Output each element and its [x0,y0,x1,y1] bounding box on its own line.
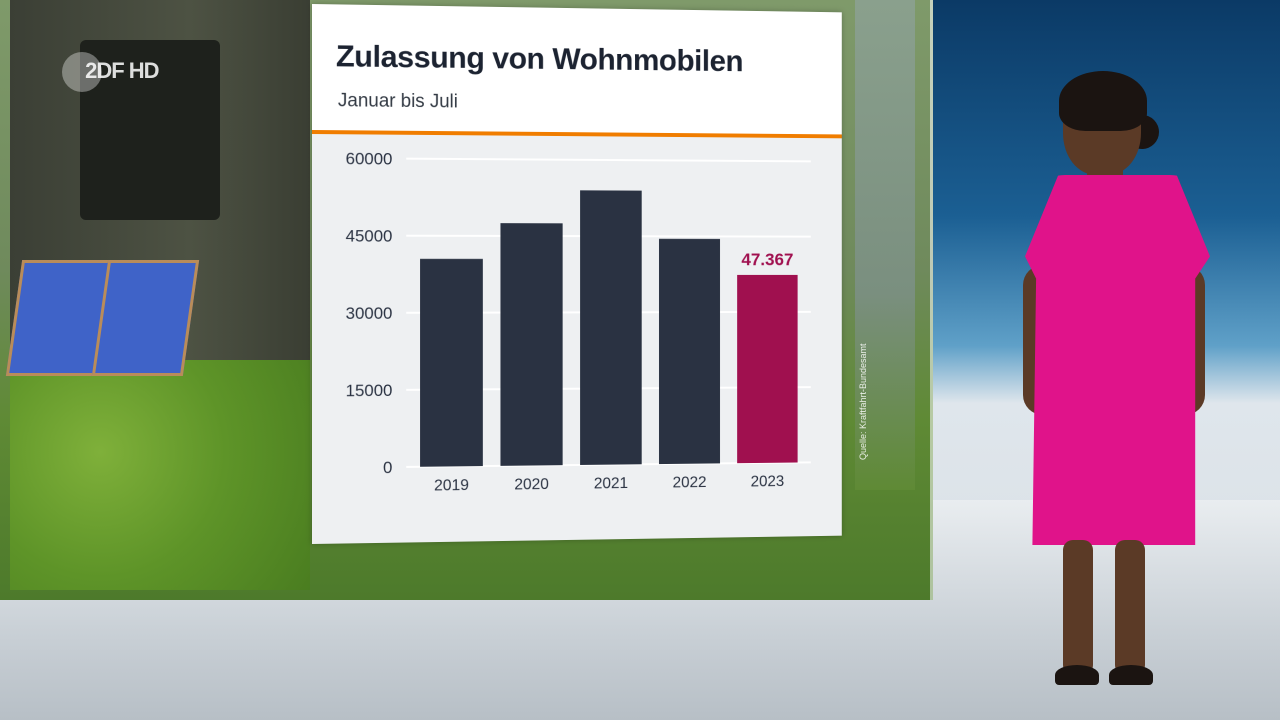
x-tick-label: 2019 [434,477,469,494]
camper-door [80,40,220,220]
channel-logo-text: 2DF HD [85,57,159,83]
bar-2022 [658,238,721,465]
bar-2021 [580,190,642,465]
x-tick-label: 2023 [751,473,785,490]
bar-chart: 60000 45000 30000 15000 0 2019 2020 2021 2022 202… [346,149,842,494]
grass-photo [10,360,310,590]
y-tick-label: 15000 [346,381,393,400]
presenter [1015,71,1215,695]
chart-subtitle: Januar bis Juli [337,90,458,113]
channel-logo: 2DF HD [62,52,160,92]
presenter-leg-right [1115,540,1145,675]
x-tick-label: 2020 [514,476,549,493]
presenter-hair [1059,71,1147,131]
gridline [406,159,811,162]
presenter-leg-left [1063,540,1093,675]
presenter-dress [1025,175,1210,545]
chart-title: Zulassung von Wohnmobilen [335,38,744,79]
y-tick-label: 0 [383,458,392,477]
y-tick-label: 60000 [346,149,393,168]
source-credit: Quelle: Kraftfahrt-Bundesamt [858,343,868,460]
chart-panel: Zulassung von Wohnmobilen Januar bis Jul… [312,4,842,544]
y-tick-label: 30000 [346,304,393,323]
y-tick-label: 45000 [346,227,393,246]
data-label-highlight: 47.367 [741,250,793,270]
deck-chair-right [91,260,200,376]
bar-2023 [737,274,798,464]
presenter-shoe-right [1109,665,1153,685]
x-tick-label: 2021 [594,475,628,492]
chart-header: Zulassung von Wohnmobilen Januar bis Jul… [312,4,842,139]
background-photo-right [855,0,915,490]
x-tick-label: 2022 [673,474,707,491]
presenter-shoe-left [1055,665,1099,685]
bar-2020 [500,223,563,466]
bar-2019 [420,258,483,467]
